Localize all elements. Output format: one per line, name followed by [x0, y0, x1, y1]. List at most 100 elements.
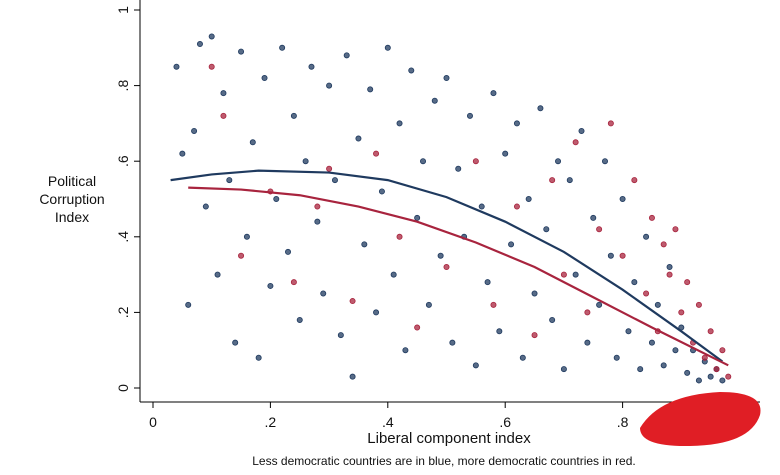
point: [308, 63, 315, 70]
point: [648, 339, 655, 346]
point: [508, 241, 515, 248]
logo-shape: [640, 392, 761, 447]
point: [425, 301, 432, 308]
point: [302, 158, 309, 165]
x-tick-label: .2: [265, 414, 277, 430]
point: [566, 177, 573, 184]
point: [549, 177, 556, 184]
point: [596, 301, 603, 308]
point: [408, 67, 415, 74]
point: [443, 264, 450, 271]
point: [455, 165, 462, 172]
point: [513, 203, 520, 210]
point: [502, 150, 509, 157]
point: [654, 301, 661, 308]
point: [249, 139, 256, 146]
point: [279, 44, 286, 51]
fit-line: [188, 186, 729, 367]
y-tick-label: .4: [115, 231, 131, 243]
point: [531, 332, 538, 339]
point: [314, 203, 321, 210]
point: [496, 328, 503, 335]
point: [478, 203, 485, 210]
point: [196, 41, 203, 48]
x-axis-label: Liberal component index: [367, 430, 531, 447]
point: [173, 63, 180, 70]
point: [290, 112, 297, 119]
point: [208, 33, 215, 40]
point: [232, 339, 239, 346]
point: [449, 339, 456, 346]
point: [555, 158, 562, 165]
y-tick-label: 1: [115, 6, 131, 14]
point: [684, 369, 691, 376]
point: [472, 158, 479, 165]
point: [331, 177, 338, 184]
point: [202, 203, 209, 210]
point: [490, 301, 497, 308]
point: [343, 52, 350, 59]
point: [373, 309, 380, 316]
x-tick-label: .6: [499, 414, 511, 430]
point: [367, 86, 374, 93]
point: [314, 218, 321, 225]
point: [220, 112, 227, 119]
point: [660, 362, 667, 369]
point: [607, 120, 614, 127]
point: [684, 279, 691, 286]
point: [631, 279, 638, 286]
point: [191, 127, 198, 134]
point: [349, 298, 356, 305]
point: [185, 301, 192, 308]
point: [590, 214, 597, 221]
point: [238, 48, 245, 55]
point: [384, 44, 391, 51]
point: [572, 271, 579, 278]
point: [643, 233, 650, 240]
point: [572, 139, 579, 146]
point: [619, 252, 626, 259]
point: [678, 309, 685, 316]
point: [349, 373, 356, 380]
point: [255, 354, 262, 361]
y-tick-label: 0: [115, 384, 131, 392]
point: [695, 377, 702, 384]
point: [490, 90, 497, 97]
point: [337, 332, 344, 339]
point: [296, 316, 303, 323]
point: [273, 195, 280, 202]
point: [472, 362, 479, 369]
point: [648, 214, 655, 221]
point: [484, 279, 491, 286]
point: [326, 82, 333, 89]
y-tick-label: .2: [115, 306, 131, 318]
x-tick-label: .4: [382, 414, 394, 430]
point: [601, 158, 608, 165]
point: [695, 301, 702, 308]
point: [549, 316, 556, 323]
point: [238, 252, 245, 259]
point: [725, 373, 732, 380]
point: [584, 309, 591, 316]
point: [355, 135, 362, 142]
point: [243, 233, 250, 240]
point: [578, 127, 585, 134]
point: [226, 177, 233, 184]
x-tick-label: .8: [617, 414, 629, 430]
point: [637, 366, 644, 373]
point: [320, 290, 327, 297]
point: [208, 63, 215, 70]
point: [543, 226, 550, 233]
point: [402, 347, 409, 354]
point: [607, 252, 614, 259]
point: [613, 354, 620, 361]
point: [713, 366, 720, 373]
point: [420, 158, 427, 165]
point: [719, 347, 726, 354]
point: [466, 112, 473, 119]
point: [531, 290, 538, 297]
point: [437, 252, 444, 259]
point: [431, 97, 438, 104]
point: [396, 233, 403, 240]
